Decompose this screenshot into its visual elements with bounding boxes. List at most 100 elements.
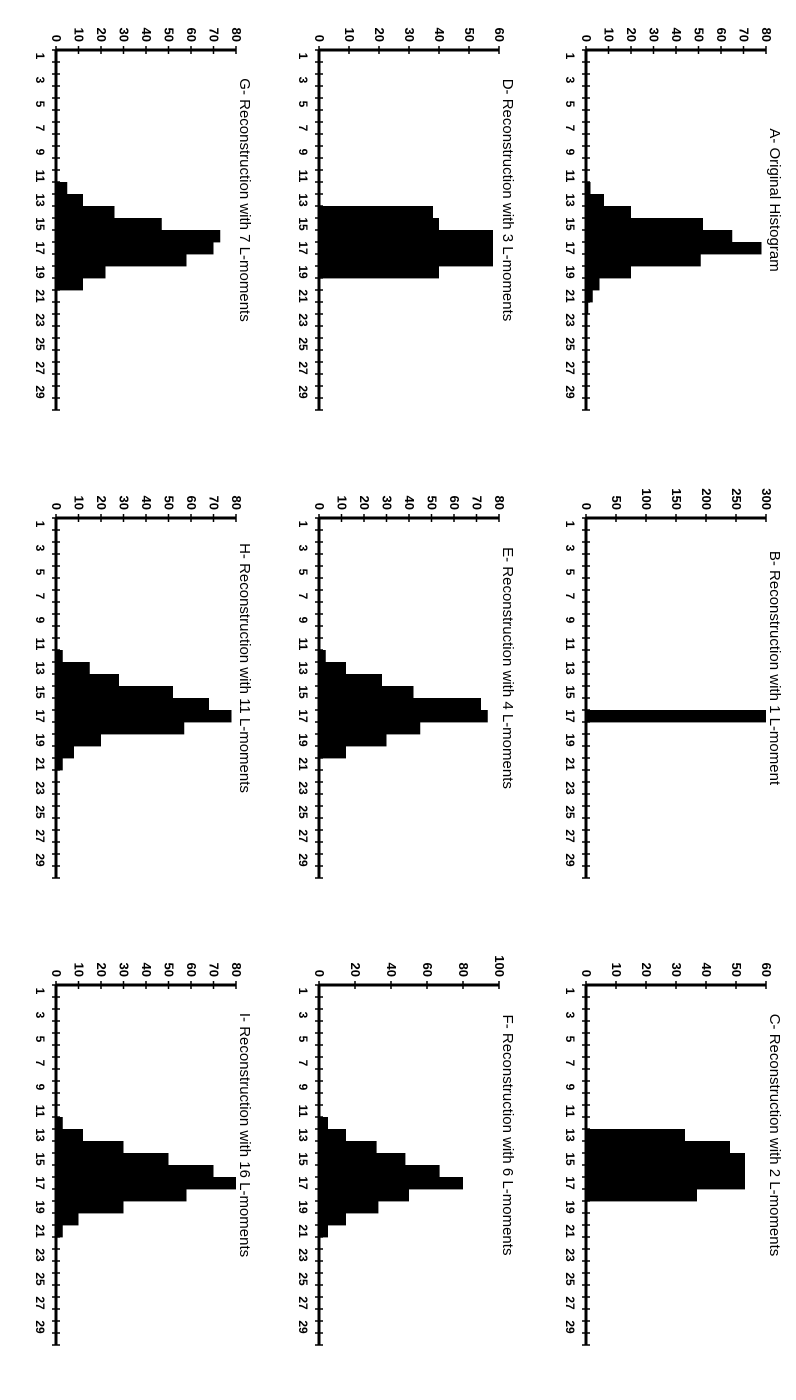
bar-18 — [586, 254, 701, 267]
x-tick-label: 27 — [563, 829, 577, 843]
x-tick-label: 11 — [33, 638, 47, 651]
y-tick-label: 40 — [139, 496, 154, 510]
bar-13 — [56, 194, 83, 207]
y-tick-label: 10 — [72, 28, 87, 42]
x-tick-label: 27 — [33, 829, 47, 843]
bar-14 — [586, 1141, 730, 1154]
bar-21 — [586, 290, 593, 303]
x-tick-label: 5 — [296, 101, 310, 108]
x-tick-label: 5 — [296, 569, 310, 576]
y-tick-label: 10 — [335, 496, 350, 510]
x-tick-label: 11 — [563, 638, 577, 651]
x-tick-label: 11 — [296, 170, 310, 183]
x-tick-label: 29 — [563, 1320, 577, 1334]
y-tick-label: 200 — [699, 488, 714, 510]
y-tick-label: 20 — [94, 963, 109, 977]
x-tick-label: 15 — [296, 217, 310, 231]
bar-18 — [56, 1189, 187, 1202]
bar-19 — [319, 266, 439, 279]
bar-19 — [56, 734, 101, 747]
y-tick-label: 20 — [624, 28, 639, 42]
y-tick-label: 40 — [402, 496, 417, 510]
x-tick-label: 21 — [563, 289, 577, 303]
x-tick-label: 1 — [563, 53, 577, 60]
bar-14 — [319, 1141, 377, 1154]
bar-15 — [56, 218, 162, 231]
bar-16 — [586, 230, 733, 243]
x-tick-label: 3 — [563, 77, 577, 84]
x-tick-label: 13 — [33, 193, 47, 207]
x-tick-label: 13 — [563, 661, 577, 675]
x-tick-label: 9 — [563, 149, 577, 156]
x-tick-label: 25 — [296, 337, 310, 351]
x-tick-label: 29 — [296, 1320, 310, 1334]
y-tick-label: 60 — [420, 963, 435, 977]
x-tick-label: 1 — [33, 521, 47, 528]
bar-18 — [586, 1189, 697, 1202]
x-tick-label: 27 — [296, 829, 310, 843]
y-tick-label: 80 — [492, 496, 507, 510]
x-tick-label: 21 — [563, 757, 577, 771]
bar-17 — [319, 1177, 463, 1190]
bar-18 — [56, 254, 187, 267]
bar-18 — [56, 722, 185, 735]
bar-15 — [319, 218, 439, 231]
y-tick-label: 70 — [470, 496, 485, 510]
x-tick-label: 19 — [563, 733, 577, 747]
y-tick-label: 50 — [729, 963, 744, 977]
x-tick-label: 13 — [33, 1128, 47, 1142]
y-tick-label: 40 — [699, 963, 714, 977]
y-tick-label: 60 — [184, 963, 199, 977]
bar-20 — [56, 278, 83, 291]
y-tick-label: 30 — [117, 496, 132, 510]
bar-18 — [319, 1189, 409, 1202]
y-tick-label: 80 — [759, 28, 774, 42]
x-tick-label: 11 — [296, 1105, 310, 1118]
x-tick-label: 21 — [33, 289, 47, 303]
x-tick-label: 23 — [296, 781, 310, 795]
x-tick-label: 29 — [33, 853, 47, 867]
y-tick-label: 30 — [669, 963, 684, 977]
bar-14 — [319, 674, 382, 687]
panel-e: E- Reconstruction with 4 L-moments135791… — [296, 496, 516, 879]
y-tick-label: 40 — [139, 28, 154, 42]
panel-d: D- Reconstruction with 3 L-moments135791… — [296, 28, 516, 411]
bar-14 — [56, 674, 119, 687]
x-tick-label: 13 — [296, 661, 310, 675]
x-tick-label: 25 — [33, 337, 47, 351]
x-tick-label: 27 — [563, 361, 577, 375]
bar-15 — [586, 218, 703, 231]
bar-14 — [56, 206, 115, 219]
x-tick-label: 21 — [33, 757, 47, 771]
bar-13 — [319, 1129, 346, 1142]
y-tick-label: 0 — [49, 35, 64, 42]
panel-title: E- Reconstruction with 4 L-moments — [499, 547, 516, 789]
bar-14 — [319, 206, 433, 219]
x-tick-label: 19 — [296, 265, 310, 279]
panel-title: G- Reconstruction with 7 L-moments — [236, 78, 253, 321]
x-tick-label: 11 — [33, 1105, 47, 1118]
y-tick-label: 50 — [462, 28, 477, 42]
x-tick-label: 23 — [563, 781, 577, 795]
x-tick-label: 3 — [296, 1012, 310, 1019]
x-tick-label: 27 — [33, 361, 47, 375]
bar-12 — [319, 1117, 328, 1130]
y-tick-label: 70 — [207, 28, 222, 42]
y-tick-label: 30 — [117, 963, 132, 977]
x-tick-label: 3 — [563, 545, 577, 552]
x-tick-label: 9 — [33, 617, 47, 624]
bar-17 — [56, 242, 214, 255]
x-tick-label: 1 — [563, 521, 577, 528]
x-tick-label: 17 — [296, 709, 310, 723]
x-tick-label: 1 — [296, 521, 310, 528]
y-tick-label: 0 — [579, 970, 594, 977]
bar-19 — [586, 266, 631, 279]
y-tick-label: 20 — [372, 28, 387, 42]
x-tick-label: 11 — [563, 1105, 577, 1118]
bar-20 — [56, 746, 74, 759]
x-tick-label: 15 — [296, 685, 310, 699]
x-tick-label: 25 — [563, 337, 577, 351]
panel-i: I- Reconstruction with 16 L-moments13579… — [33, 963, 253, 1346]
bar-21 — [319, 1225, 328, 1238]
x-tick-label: 29 — [296, 853, 310, 867]
